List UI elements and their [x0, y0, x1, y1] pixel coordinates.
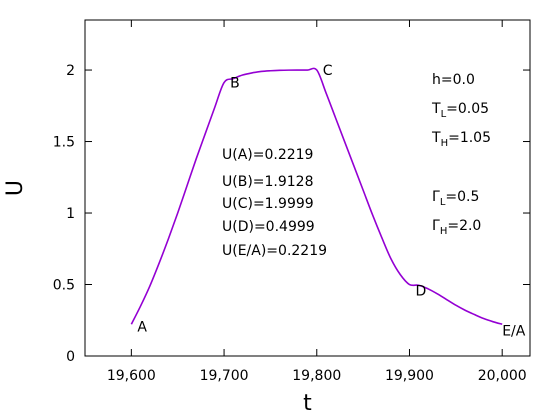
x-tick-label: 19,800: [292, 368, 341, 384]
annotation-u-c: U(C)=1.9999: [222, 196, 314, 212]
x-tick-label: 19,700: [200, 368, 249, 384]
x-axis-title: t: [303, 391, 312, 414]
axis-ticks: [85, 20, 530, 357]
y-tick-label: 0: [66, 349, 75, 365]
point-labels: A B C D E/A: [137, 63, 525, 339]
y-axis-title: U: [3, 180, 28, 196]
plot-area: A B C D E/A: [84, 19, 531, 357]
parameter-annotations: h=0.0 TL=0.05 TH=1.05 ΓL=0.5 ΓH=2.0: [431, 72, 491, 237]
param-gamma-high: ΓH=2.0: [432, 218, 481, 237]
annotation-u-a: U(A)=0.2219: [222, 147, 313, 163]
annotation-u-b: U(B)=1.9128: [222, 174, 314, 190]
param-gamma-low: ΓL=0.5: [432, 189, 479, 208]
y-tick-label: 2: [66, 63, 75, 79]
value-annotations: U(A)=0.2219 U(B)=1.9128 U(C)=1.9999 U(D)…: [222, 147, 327, 259]
x-tick-label: 19,600: [107, 368, 156, 384]
param-t-high: TH=1.05: [431, 130, 491, 149]
param-h: h=0.0: [432, 72, 475, 88]
x-tick-label: 20,000: [478, 368, 527, 384]
point-label-a: A: [137, 319, 147, 335]
point-label-e-a: E/A: [502, 323, 526, 339]
point-label-b: B: [230, 76, 240, 92]
x-tick-label: 19,900: [385, 368, 434, 384]
point-label-c: C: [323, 63, 333, 79]
y-tick-label: 1: [66, 206, 75, 222]
series-line-u: [130, 67, 503, 326]
tick-labels: 19,600 19,700 19,800 19,900 20,000 0 0.5 1 1.5 2: [53, 63, 527, 384]
y-tick-label: 1.5: [53, 135, 75, 151]
param-t-low: TL=0.05: [431, 101, 489, 120]
y-tick-label: 0.5: [53, 278, 75, 294]
annotation-u-d: U(D)=0.4999: [222, 219, 315, 235]
annotation-u-e: U(E/A)=0.2219: [222, 243, 327, 259]
plot-frame: [84, 19, 531, 357]
point-label-d: D: [415, 284, 426, 300]
